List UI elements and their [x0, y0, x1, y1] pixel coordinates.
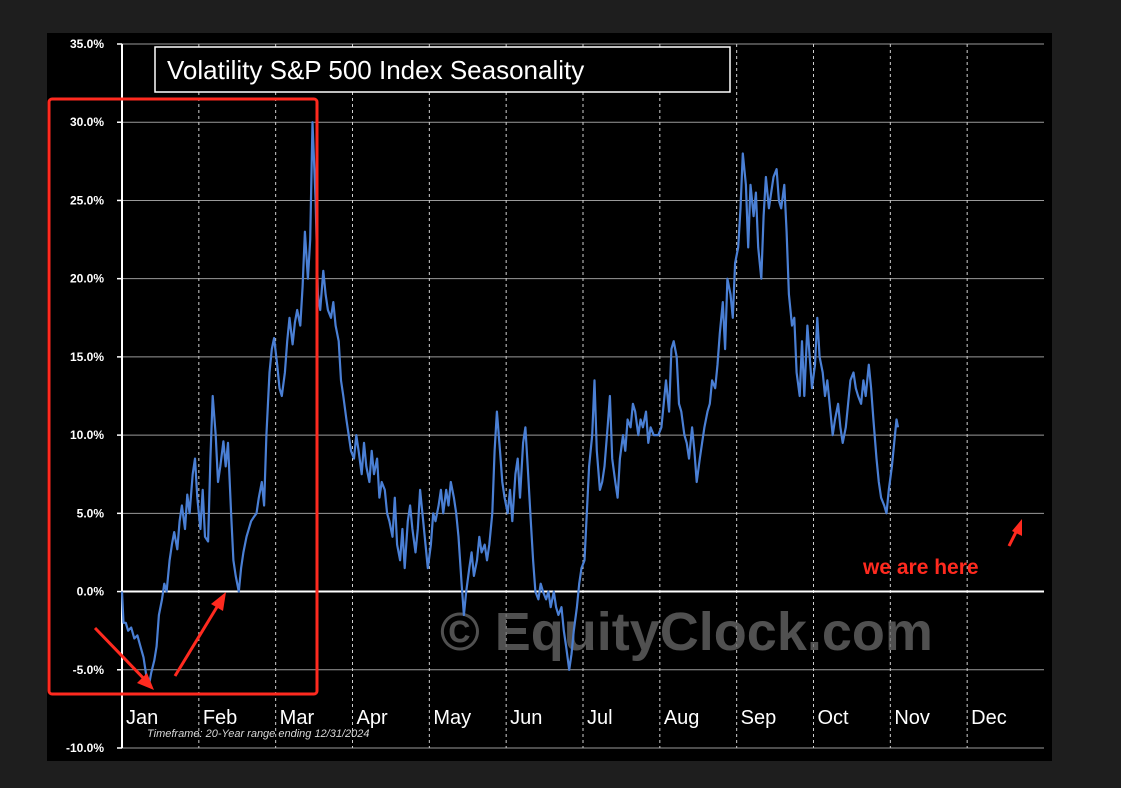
title-layer: Volatility S&P 500 Index Seasonality: [154, 46, 731, 93]
x-tick-label: Dec: [971, 707, 1007, 729]
y-tick-label: 35.0%: [70, 37, 104, 51]
x-tick-label: Mar: [280, 707, 315, 729]
y-tick-label: 25.0%: [70, 193, 104, 207]
y-tick-label: 0.0%: [77, 585, 105, 599]
y-tick-label: 10.0%: [70, 428, 104, 442]
x-tick-label: Jul: [587, 707, 613, 729]
axes: -10.0% -5.0% 0.0% 5.0% 10.0% 15.0% 20.0% 25.0% 3…: [66, 37, 1044, 755]
we-are-here-label: we are here: [862, 556, 979, 579]
y-tick-label: -5.0%: [73, 663, 105, 677]
timeframe-footnote: Timeframe: 20-Year range ending 12/31/20…: [147, 728, 370, 740]
x-tick-label: Nov: [894, 707, 930, 729]
grid: [122, 43, 1044, 749]
series-line-0: [120, 121, 900, 687]
watermark-text: © EquityClock.com: [440, 602, 933, 662]
arrow-shaft-left: [93, 626, 151, 686]
arrow-head-right: [211, 592, 226, 611]
x-tick-label: Aug: [664, 707, 700, 729]
series-layer: [120, 121, 900, 687]
arrow-shaft-right: [173, 601, 222, 677]
y-tick-label: 15.0%: [70, 350, 104, 364]
arrow-head-current: [1012, 519, 1022, 536]
chart-title: Volatility S&P 500 Index Seasonality: [167, 55, 584, 85]
y-tick-label: 30.0%: [70, 115, 104, 129]
x-tick-label: Jun: [510, 707, 542, 729]
watermark-layer: © EquityClock.com: [440, 602, 933, 662]
highlight-box: [47, 97, 319, 696]
x-tick-label: Jan: [126, 707, 158, 729]
chart-background: [47, 33, 1052, 761]
y-tick-label: 20.0%: [70, 272, 104, 286]
title-box: [154, 46, 731, 93]
x-tick-label: Sep: [741, 707, 777, 729]
annotations: we are here: [47, 97, 1022, 696]
arrow-head-left: [137, 673, 154, 690]
x-tick-label: Feb: [203, 707, 237, 729]
x-tick-label: Apr: [357, 707, 388, 729]
y-tick-label: 5.0%: [77, 506, 105, 520]
x-tick-label: May: [433, 707, 471, 729]
y-tick-label: -10.0%: [66, 741, 104, 755]
x-tick-label: Oct: [818, 707, 850, 729]
